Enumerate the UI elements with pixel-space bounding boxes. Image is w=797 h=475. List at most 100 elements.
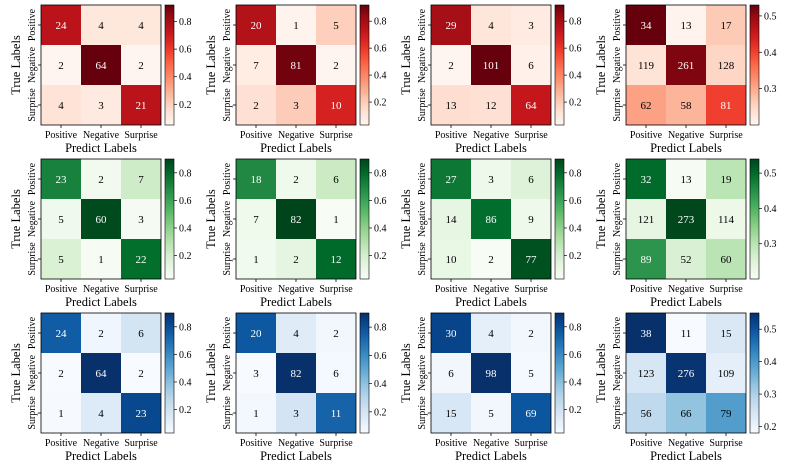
colorbar-tick-label: 0.6	[374, 44, 387, 55]
heatmap-cell	[276, 239, 316, 279]
x-tick-label: Negative	[473, 284, 510, 295]
y-axis-label: True Labels	[594, 189, 608, 249]
x-axis-label: Predict Labels	[65, 141, 137, 155]
cell-value-label: 2	[488, 254, 494, 266]
cell-value-label: 123	[638, 368, 655, 380]
heatmap-cell	[121, 199, 161, 239]
y-tick-label: Negative	[27, 46, 38, 83]
colorbar-tick-label: 0.3	[764, 390, 777, 401]
x-tick-label: Positive	[630, 284, 663, 295]
cell-value-label: 60	[96, 214, 108, 226]
x-tick-label: Positive	[45, 438, 78, 449]
x-axis-label: Predict Labels	[455, 141, 527, 155]
cell-value-label: 273	[678, 214, 695, 226]
heatmap-cell	[316, 45, 356, 85]
heatmap-cell	[41, 5, 81, 45]
cell-value-label: 14	[446, 214, 458, 226]
heatmap-cell	[41, 85, 81, 125]
cell-value-label: 3	[293, 408, 299, 420]
cell-value-label: 1	[58, 408, 64, 420]
x-tick-label: Negative	[668, 130, 705, 141]
cell-value-label: 52	[681, 254, 692, 266]
colorbar-tick-label: 0.4	[569, 223, 582, 234]
heatmap-cell	[471, 313, 511, 353]
heatmap-cell	[431, 239, 471, 279]
cell-value-label: 22	[136, 254, 147, 266]
y-tick-label: Negative	[612, 200, 623, 237]
colorbar-tick-label: 0.2	[179, 251, 192, 262]
cell-value-label: 1	[253, 254, 259, 266]
cell-value-label: 1	[333, 214, 339, 226]
cell-value-label: 261	[678, 60, 695, 72]
heatmap-cell	[121, 159, 161, 199]
cell-value-label: 2	[448, 60, 454, 72]
colorbar-tick-label: 0.8	[569, 168, 582, 179]
colorbar-tick-label: 0.5	[764, 169, 777, 180]
heatmap-cell	[431, 353, 471, 393]
heatmap-cell	[471, 393, 511, 433]
colorbar-tick-label: 0.2	[764, 422, 777, 433]
x-tick-label: Surprise	[319, 284, 353, 295]
heatmap-cell	[706, 159, 746, 199]
colorbar-tick-label: 0.6	[179, 196, 192, 207]
colorbar-tick-label: 0.8	[569, 322, 582, 333]
cell-value-label: 1	[253, 408, 259, 420]
cell-value-label: 101	[483, 60, 500, 72]
cell-value-label: 2	[293, 174, 299, 186]
heatmap-cell	[236, 239, 276, 279]
heatmap-cell	[666, 5, 706, 45]
heatmap-cell	[236, 45, 276, 85]
colorbar-tick-label: 0.8	[374, 17, 387, 28]
colorbar-tick-label: 0.2	[374, 98, 387, 109]
cell-value-label: 5	[333, 20, 339, 32]
cell-value-label: 15	[721, 328, 733, 340]
heatmap-cell	[276, 85, 316, 125]
cell-value-label: 1	[98, 254, 104, 266]
confusion-matrix-panel-4: 34 13 17 119 261 128 62 58 81 Positive Negative Sur…	[594, 4, 777, 155]
y-tick-label: Positive	[612, 8, 623, 41]
cell-value-label: 20	[251, 20, 263, 32]
cell-value-label: 2	[58, 368, 64, 380]
colorbar	[554, 4, 565, 126]
cell-value-label: 4	[138, 20, 144, 32]
heatmap-cell	[276, 5, 316, 45]
cell-value-label: 19	[721, 174, 733, 186]
y-tick-label: Negative	[612, 354, 623, 391]
confusion-matrix-panel-11: 30 4 2 6 98 5 15 5 69 Positive Negative Surprise Pos…	[399, 312, 582, 463]
colorbar-tick-label: 0.8	[374, 323, 387, 334]
cell-value-label: 11	[331, 408, 342, 420]
heatmap-cell	[316, 313, 356, 353]
y-tick-label: Negative	[417, 200, 428, 237]
heatmap-cell	[706, 85, 746, 125]
x-axis-label: Predict Labels	[260, 295, 332, 309]
colorbar-tick-label: 0.2	[179, 100, 192, 111]
x-tick-label: Negative	[83, 284, 120, 295]
heatmap-cell	[316, 5, 356, 45]
x-tick-label: Surprise	[124, 130, 158, 141]
heatmap-cell	[626, 159, 666, 199]
colorbar-tick-label: 0.4	[179, 223, 192, 234]
heatmap-cell	[511, 159, 551, 199]
y-tick-label: Surprise	[222, 396, 233, 430]
x-axis-label: Predict Labels	[650, 295, 722, 309]
heatmap-cell	[316, 85, 356, 125]
x-axis-label: Predict Labels	[455, 449, 527, 463]
heatmap-cell	[81, 199, 121, 239]
x-tick-label: Positive	[240, 284, 273, 295]
y-tick-label: Negative	[27, 354, 38, 391]
cell-value-label: 12	[486, 100, 497, 112]
cell-value-label: 62	[641, 100, 652, 112]
colorbar-tick-label: 0.4	[764, 357, 777, 368]
cell-value-label: 4	[293, 328, 299, 340]
x-axis-label: Predict Labels	[650, 141, 722, 155]
y-axis-label: True Labels	[594, 35, 608, 95]
cell-value-label: 119	[638, 60, 655, 72]
heatmap-cell	[316, 239, 356, 279]
x-tick-label: Surprise	[319, 438, 353, 449]
cell-value-label: 7	[253, 60, 259, 72]
x-tick-label: Negative	[668, 438, 705, 449]
cell-value-label: 64	[96, 60, 108, 72]
